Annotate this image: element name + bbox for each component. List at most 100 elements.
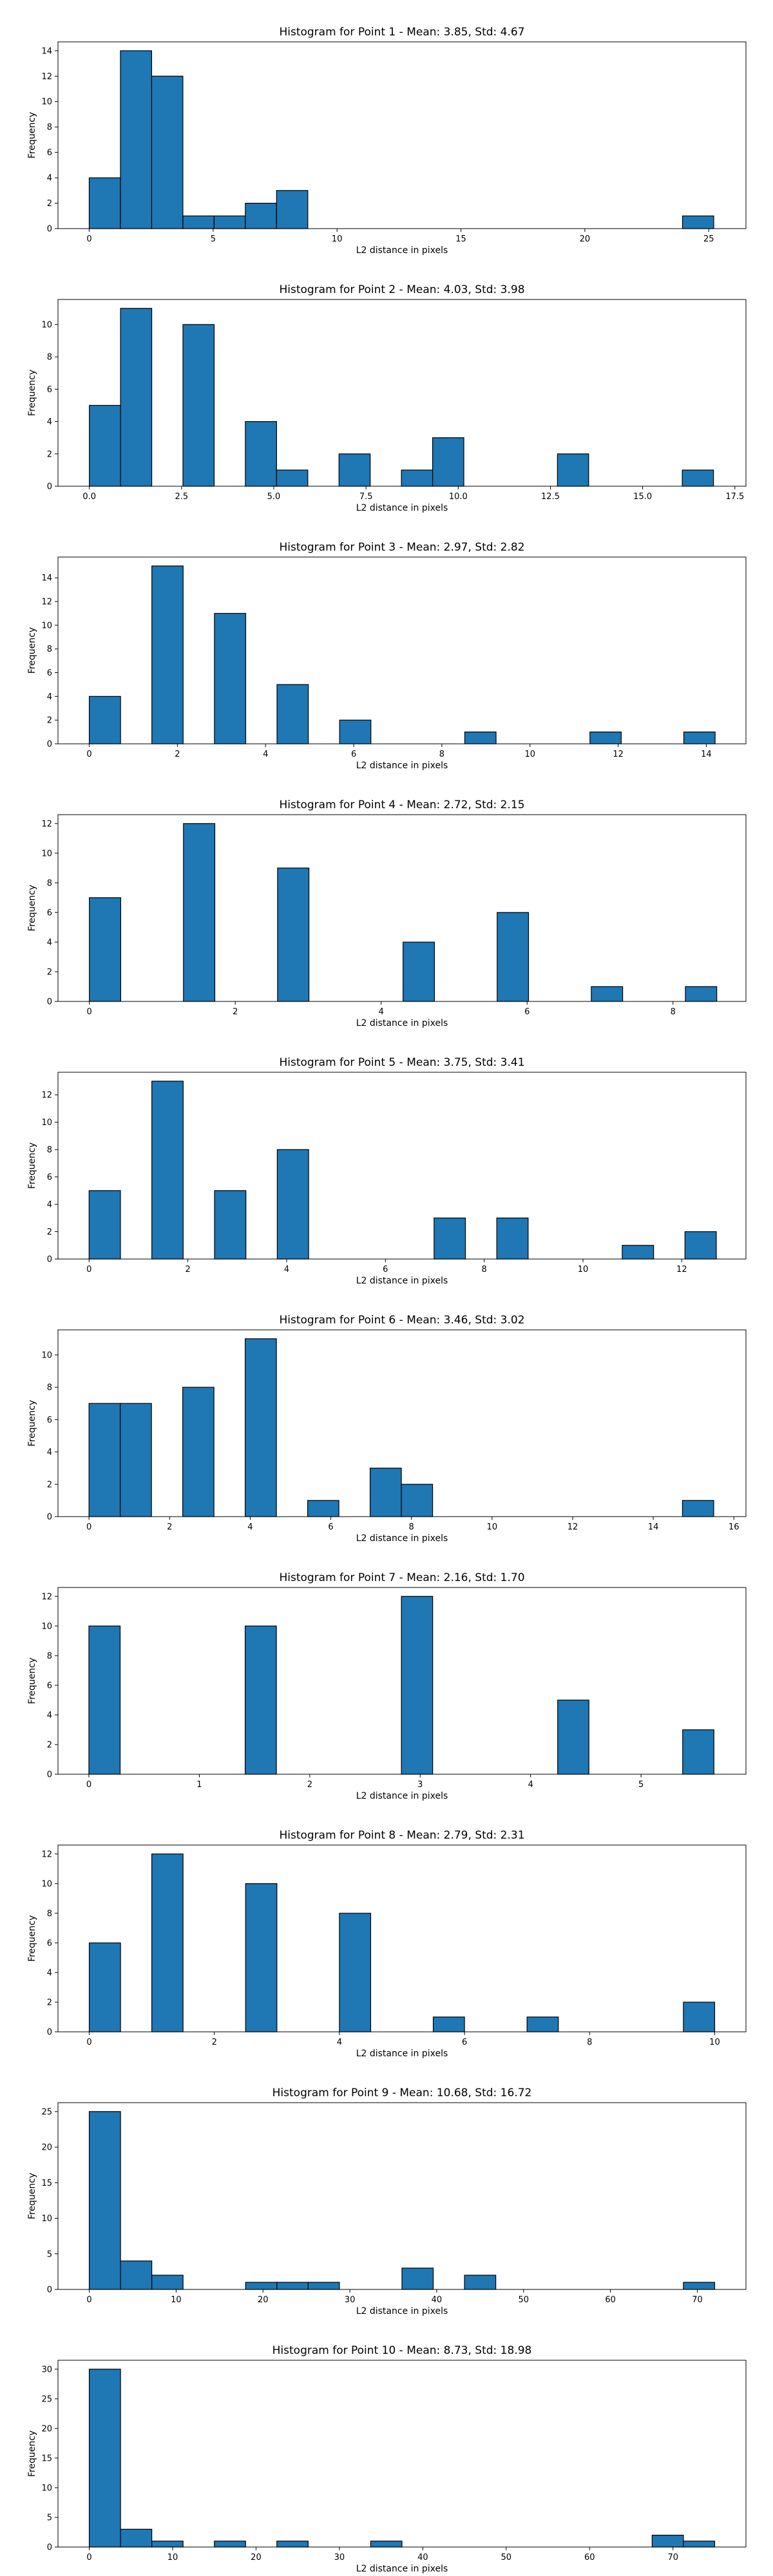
chart-title: Histogram for Point 2 - Mean: 4.03, Std:…: [279, 283, 524, 296]
histogram-bar: [151, 1081, 184, 1260]
x-tick-label: 10: [524, 750, 535, 759]
histogram-bar: [88, 2111, 121, 2290]
x-tick-label: 60: [605, 2295, 616, 2305]
x-tick-label: 0: [87, 1007, 92, 1017]
histogram-bar: [88, 1403, 121, 1517]
histogram-bar: [276, 684, 309, 744]
x-tick-label: 0: [86, 234, 91, 244]
histogram-bar: [183, 823, 216, 1002]
histogram-bar: [245, 2282, 278, 2290]
y-tick-label: 4: [47, 1710, 52, 1720]
histogram-bar: [88, 1942, 121, 2032]
histogram-bar: [89, 897, 121, 1002]
y-axis-label: Frequency: [27, 2173, 37, 2219]
histogram-bar: [276, 2282, 309, 2290]
x-tick-label: 4: [284, 1265, 289, 1274]
y-tick-label: 2: [47, 199, 52, 209]
y-tick-label: 20: [41, 2143, 52, 2153]
x-tick-label: 0: [86, 1265, 91, 1274]
y-axis-label: Frequency: [27, 370, 37, 416]
y-tick-label: 2: [47, 450, 52, 459]
x-tick-label: 10.0: [449, 492, 468, 502]
x-tick-label: 8: [587, 2038, 592, 2047]
histogram-bar: [339, 719, 372, 744]
histogram-bar: [496, 1217, 529, 1260]
chart-title: Histogram for Point 7 - Mean: 2.16, Std:…: [279, 1571, 524, 1584]
plot-frame: [57, 1844, 747, 2032]
x-tick-label: 6: [328, 1522, 333, 1532]
x-tick-label: 2: [233, 1007, 238, 1017]
y-axis-label: Frequency: [27, 1658, 37, 1704]
histogram-chart-9: Histogram for Point 9 - Mean: 10.68, Std…: [27, 2087, 747, 2316]
y-tick-label: 25: [41, 2394, 52, 2404]
histogram-bar: [401, 469, 434, 487]
x-tick-label: 0.0: [82, 492, 96, 502]
histogram-bar: [182, 1387, 215, 1517]
histogram-bar: [682, 469, 714, 487]
y-tick-label: 12: [41, 598, 52, 607]
histogram-bar: [651, 2534, 684, 2548]
x-tick-label: 40: [432, 2295, 443, 2305]
x-tick-label: 6: [462, 2038, 467, 2047]
x-tick-label: 10: [332, 234, 343, 244]
y-tick-label: 12: [41, 1850, 52, 1859]
y-tick-label: 0: [47, 1255, 52, 1265]
histogram-bar: [401, 2268, 434, 2290]
histogram-bar: [401, 1484, 434, 1517]
histogram-bar: [214, 1190, 247, 1260]
y-tick-label: 5: [47, 2513, 52, 2523]
histogram-bar: [403, 942, 435, 1002]
y-tick-label: 30: [41, 2365, 52, 2374]
histogram-bar: [214, 2541, 246, 2548]
plot-frame: [57, 1072, 747, 1260]
histogram-bar: [214, 612, 247, 744]
histogram-bar: [245, 421, 277, 487]
y-tick-label: 25: [41, 2107, 52, 2117]
histogram-bar: [369, 1468, 402, 1517]
histogram-bar: [276, 190, 309, 229]
x-axis-label: L2 distance in pixels: [356, 1276, 448, 1286]
x-axis-label: L2 distance in pixels: [356, 761, 448, 771]
y-axis-label: Frequency: [27, 627, 37, 674]
x-axis-label: L2 distance in pixels: [356, 1533, 448, 1544]
x-tick-label: 0: [86, 750, 91, 759]
y-tick-label: 10: [41, 2483, 52, 2493]
x-tick-label: 30: [345, 2295, 356, 2305]
x-tick-label: 15.0: [633, 492, 652, 502]
x-tick-label: 2.5: [175, 492, 188, 502]
x-tick-label: 30: [334, 2553, 345, 2562]
x-axis-label: L2 distance in pixels: [356, 2049, 448, 2059]
histogram-bar: [120, 2260, 153, 2290]
chart-title: Histogram for Point 6 - Mean: 3.46, Std:…: [279, 1314, 524, 1327]
x-tick-label: 0: [86, 2553, 91, 2562]
x-tick-label: 12: [676, 1265, 687, 1274]
plot-frame: [57, 2360, 747, 2548]
chart-title: Histogram for Point 8 - Mean: 2.79, Std:…: [279, 1829, 524, 1842]
histogram-bar: [151, 75, 184, 229]
x-tick-label: 0: [86, 2295, 91, 2305]
x-tick-label: 0: [86, 1780, 91, 1790]
y-tick-label: 2: [47, 1740, 52, 1750]
x-tick-label: 70: [667, 2553, 678, 2562]
histogram-bar: [151, 1853, 184, 2032]
y-tick-label: 10: [41, 1118, 52, 1128]
histogram-bar: [245, 1338, 277, 1517]
histogram-bar: [151, 2541, 184, 2548]
x-tick-label: 20: [258, 2295, 269, 2305]
histogram-bar: [213, 215, 246, 229]
y-axis-label: Frequency: [27, 112, 37, 158]
histogram-bar: [88, 2369, 121, 2548]
histogram-bar: [245, 202, 277, 229]
plot-frame: [57, 556, 747, 744]
y-tick-label: 6: [47, 385, 52, 395]
x-tick-label: 8: [409, 1522, 414, 1532]
histogram-bar: [88, 177, 121, 229]
y-tick-label: 6: [47, 148, 52, 158]
y-tick-label: 10: [41, 1350, 52, 1360]
x-axis-label: L2 distance in pixels: [356, 1791, 448, 1801]
x-tick-label: 10: [578, 1265, 589, 1274]
y-tick-label: 4: [47, 1200, 52, 1210]
histogram-bar: [432, 2016, 465, 2032]
histogram-bar: [683, 2282, 716, 2290]
histogram-bar: [339, 1913, 372, 2032]
